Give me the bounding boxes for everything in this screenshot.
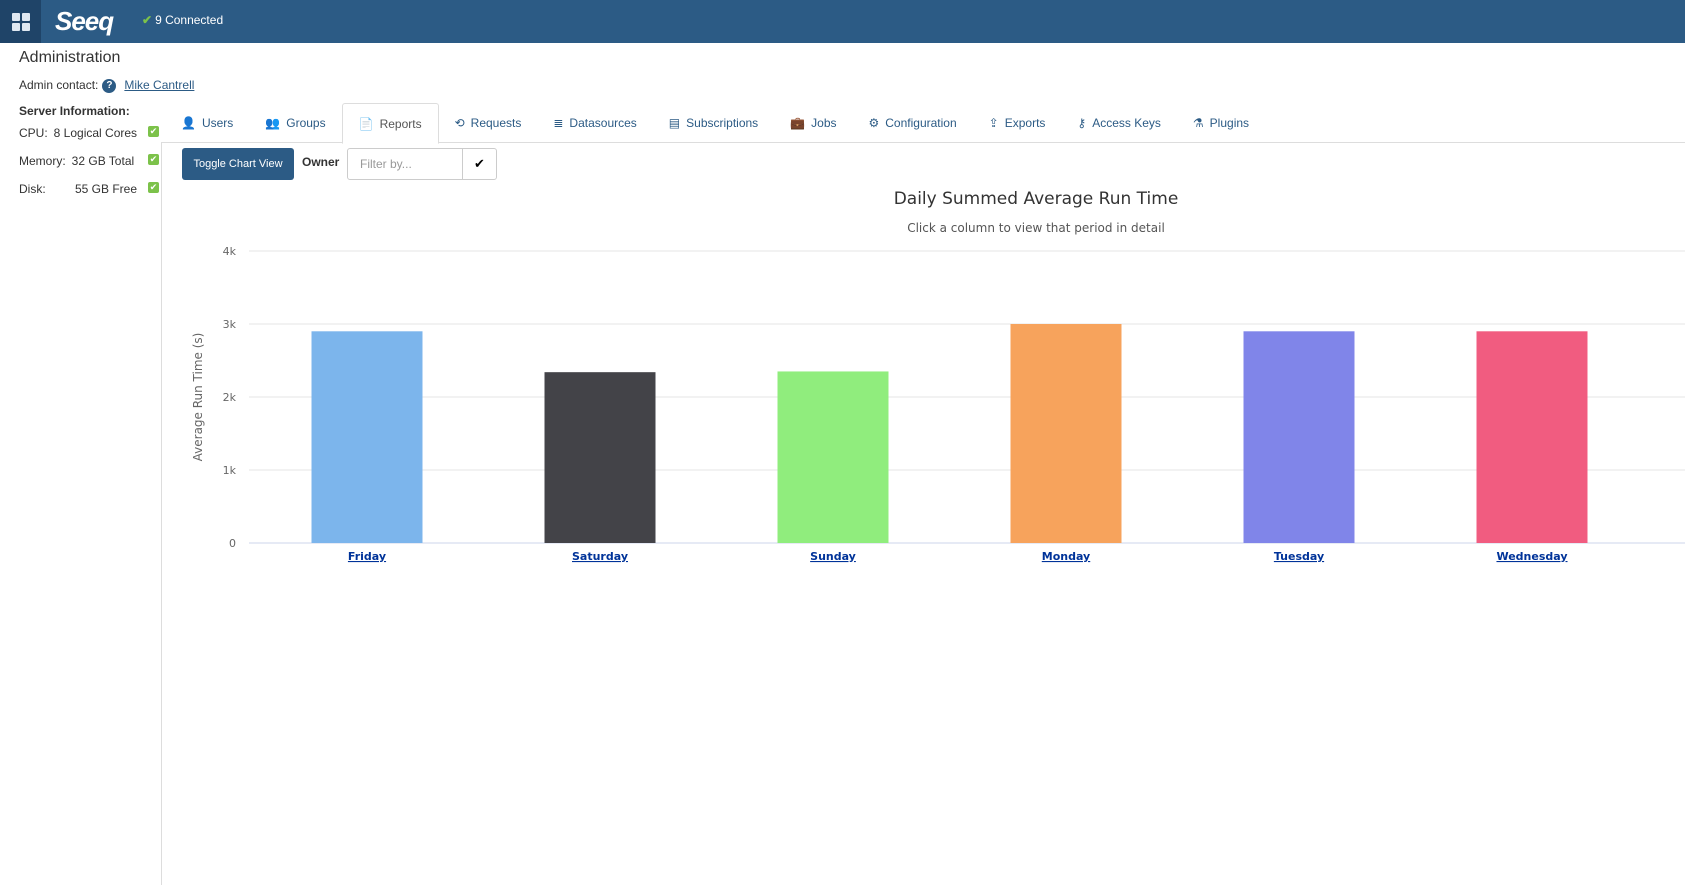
toggle-chart-view-button[interactable]: Toggle Chart View	[182, 148, 294, 180]
x-tick-label[interactable]: Sunday	[810, 550, 856, 563]
tab-exports[interactable]: ⇪ Exports	[973, 103, 1062, 143]
bar-tuesday[interactable]	[1243, 331, 1355, 543]
bar-saturday[interactable]	[544, 372, 656, 543]
tab-requests[interactable]: ⟲ Requests	[439, 103, 538, 143]
tab-label: Groups	[286, 116, 326, 130]
y-tick-label: 2k	[223, 391, 237, 404]
bar-chart: Daily Summed Average Run Time Click a co…	[191, 189, 1685, 563]
x-tick-label[interactable]: Wednesday	[1496, 550, 1567, 563]
value: 55 GB Free	[75, 182, 138, 196]
owner-label: Owner	[302, 155, 340, 169]
tab-label: Configuration	[885, 116, 957, 130]
database-icon: ≣	[553, 116, 564, 130]
tab-label: Requests	[470, 116, 522, 130]
connection-text: 9 Connected	[155, 13, 224, 27]
tab-label: Exports	[1004, 116, 1046, 130]
user-icon: 👤	[181, 116, 196, 130]
help-icon[interactable]: ?	[102, 78, 117, 93]
y-tick-label: 3k	[223, 318, 237, 331]
tab-label: Datasources	[569, 116, 637, 130]
chart-subtitle: Click a column to view that period in de…	[907, 221, 1165, 235]
check-icon: ✔	[142, 13, 153, 27]
chart-title: Daily Summed Average Run Time	[894, 189, 1179, 209]
tab-reports[interactable]: 📄 Reports	[341, 103, 439, 144]
tab-subscriptions[interactable]: ▤ Subscriptions	[653, 103, 774, 143]
divider	[161, 142, 162, 885]
bar-friday[interactable]	[311, 331, 423, 543]
label: Disk:	[19, 182, 46, 196]
server-info: Server Information: CPU: 8 Logical Cores ✔…	[19, 104, 159, 210]
briefcase-icon: 💼	[790, 116, 806, 130]
y-tick-label: 1k	[223, 464, 237, 477]
gears-icon: ⚙	[868, 116, 880, 130]
connection-status[interactable]: ✔ 9 Connected	[142, 13, 223, 27]
admin-contact-label: Admin contact:	[19, 78, 99, 92]
owner-filter-input[interactable]	[347, 148, 463, 180]
bar-wednesday[interactable]	[1476, 331, 1588, 543]
ok-check-icon: ✔	[148, 182, 159, 193]
ok-check-icon: ✔	[148, 126, 159, 137]
admin-contact-link[interactable]: Mike Cantrell	[124, 78, 195, 92]
bar-sunday[interactable]	[777, 371, 889, 543]
y-tick-label: 4k	[223, 245, 237, 258]
tab-configuration[interactable]: ⚙ Configuration	[853, 103, 973, 143]
server-info-disk: Disk: 55 GB Free ✔	[19, 182, 159, 210]
label: Memory:	[19, 154, 66, 168]
history-icon: ⟲	[454, 116, 465, 130]
tab-label: Jobs	[811, 116, 837, 130]
tab-label: Plugins	[1209, 116, 1250, 130]
tab-label: Subscriptions	[686, 116, 759, 130]
server-info-heading: Server Information:	[19, 104, 130, 118]
tab-plugins[interactable]: ⚗ Plugins	[1177, 103, 1265, 143]
tab-label: Users	[201, 116, 234, 130]
tab-label: Reports	[379, 116, 422, 131]
tab-datasources[interactable]: ≣ Datasources	[537, 103, 652, 143]
export-icon: ⇪	[988, 116, 999, 130]
y-axis-label: Average Run Time (s)	[191, 333, 205, 462]
label: CPU:	[19, 126, 48, 140]
x-tick-label[interactable]: Friday	[348, 550, 386, 563]
value: 32 GB Total	[71, 154, 135, 168]
x-tick-label[interactable]: Monday	[1042, 550, 1090, 563]
bar-monday[interactable]	[1010, 324, 1122, 543]
file-icon: 📄	[358, 116, 374, 131]
grid-icon	[11, 12, 30, 31]
admin-tabs: 👤 Users 👥 Groups 📄 Reports ⟲ Requests ≣ Datasourc…	[161, 103, 1685, 144]
server-info-memory: Memory: 32 GB Total ✔	[19, 154, 159, 182]
tab-users[interactable]: 👤 Users	[165, 103, 249, 143]
apply-filter-button[interactable]: ✔	[462, 148, 497, 180]
value: 8 Logical Cores	[53, 126, 138, 140]
x-tick-label[interactable]: Saturday	[572, 550, 628, 563]
ok-check-icon: ✔	[148, 154, 159, 165]
seeq-logo[interactable]: Seeq	[55, 6, 114, 36]
top-bar: Seeq ✔ 9 Connected	[0, 0, 1685, 43]
page-title: Administration	[19, 49, 121, 66]
check-icon: ✔	[474, 156, 485, 171]
x-tick-label[interactable]: Tuesday	[1274, 550, 1324, 563]
users-icon: 👥	[265, 116, 281, 130]
admin-contact: Admin contact:? Mike Cantrell	[19, 78, 194, 93]
tab-jobs[interactable]: 💼 Jobs	[774, 103, 852, 143]
flask-icon: ⚗	[1192, 116, 1204, 130]
list-icon: ▤	[668, 116, 681, 130]
tab-access-keys[interactable]: ⚷ Access Keys	[1061, 103, 1177, 143]
tab-groups[interactable]: 👥 Groups	[249, 103, 341, 143]
tab-label: Access Keys	[1092, 116, 1161, 130]
key-icon: ⚷	[1077, 116, 1087, 130]
apps-menu-button[interactable]	[0, 0, 41, 43]
server-info-cpu: CPU: 8 Logical Cores ✔	[19, 126, 159, 154]
y-tick-label: 0	[229, 537, 236, 550]
